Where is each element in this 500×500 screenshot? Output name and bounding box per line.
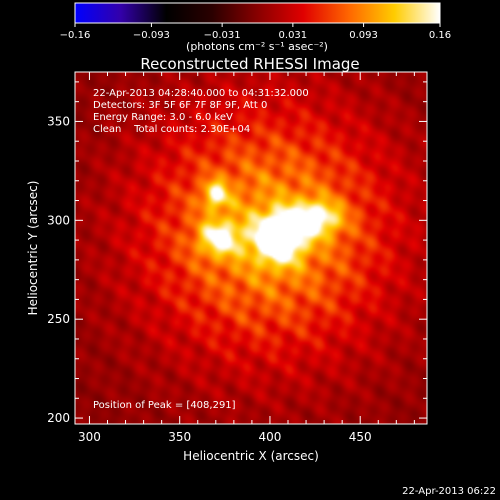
y-tick-label: 250 [47, 312, 70, 326]
colorbar-units-label: (photons cm⁻² s⁻¹ asec⁻²) [186, 40, 328, 53]
plot-area: 300 350 400 450 200 250 300 350 [47, 71, 428, 444]
colorbar-ticks: −0.16 −0.093 −0.031 0.031 0.093 0.16 [60, 23, 451, 41]
colorbar-tick-label: 0.093 [349, 30, 378, 41]
x-axis-ticks: 300 350 400 450 [78, 72, 415, 444]
x-tick-label: 350 [168, 430, 191, 444]
timestamp: 22-Apr-2013 06:22 [402, 486, 496, 497]
x-tick-label: 300 [78, 430, 101, 444]
y-axis-ticks: 200 250 300 350 [47, 81, 427, 425]
x-axis-label: Heliocentric X (arcsec) [183, 449, 319, 463]
annotation-time-range: 22-Apr-2013 04:28:40.000 to 04:31:32.000 [93, 88, 309, 99]
colorbar-tick-label: 0.16 [429, 30, 451, 41]
annotation-detectors: Detectors: 3F 5F 6F 7F 8F 9F, Att 0 [93, 100, 267, 111]
colorbar: −0.16 −0.093 −0.031 0.031 0.093 0.16 (photons… [60, 2, 451, 53]
annotation-energy-range: Energy Range: 3.0 - 6.0 keV [93, 112, 233, 123]
colorbar-tick-label: 0.031 [279, 30, 308, 41]
colorbar-tick-label: −0.093 [133, 30, 170, 41]
chart-title: Reconstructed RHESSI Image [140, 55, 359, 73]
annotation-block: 22-Apr-2013 04:28:40.000 to 04:31:32.000… [93, 88, 309, 411]
colorbar-bar [74, 2, 441, 24]
colorbar-tick-label: −0.16 [60, 30, 91, 41]
y-tick-label: 300 [47, 213, 70, 227]
y-axis-label: Heliocentric Y (arcsec) [26, 181, 40, 316]
annotation-peak-position: Position of Peak = [408,291] [93, 400, 236, 411]
heatmap-image [75, 72, 427, 424]
x-tick-label: 450 [349, 430, 372, 444]
y-tick-label: 350 [47, 114, 70, 128]
annotation-clean-counts: Clean Total counts: 2.30E+04 [93, 124, 250, 135]
y-tick-label: 200 [47, 411, 70, 425]
x-tick-label: 400 [259, 430, 282, 444]
colorbar-tick-label: −0.031 [204, 30, 241, 41]
plot-frame [74, 71, 428, 425]
